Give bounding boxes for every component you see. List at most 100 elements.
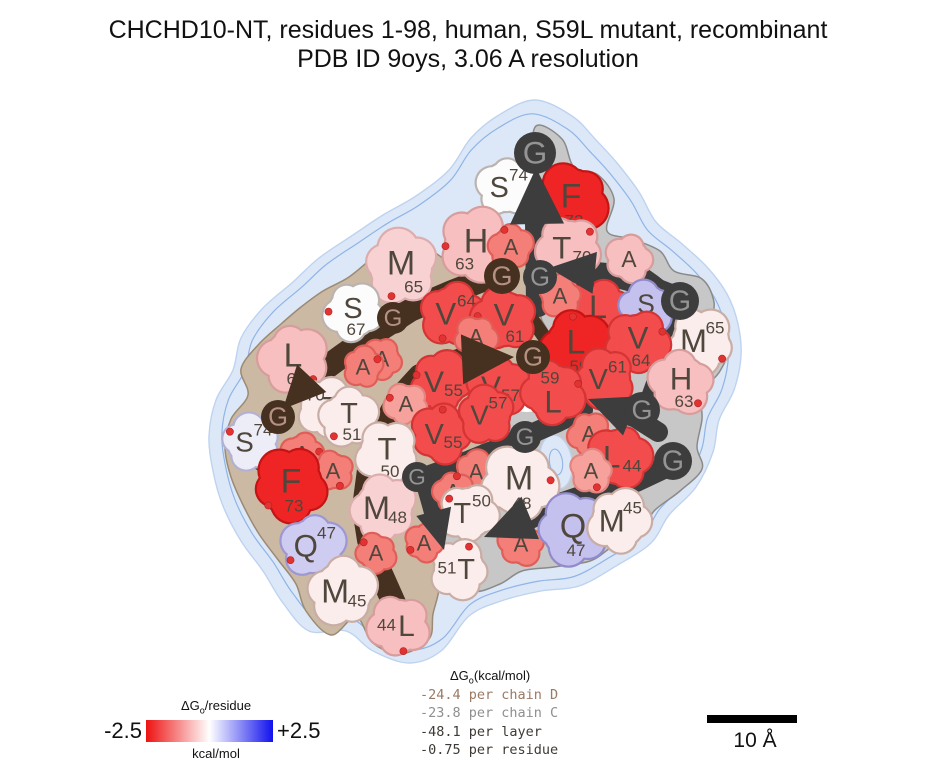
svg-text:L: L <box>398 610 415 643</box>
chain-c-arrowhead <box>484 496 539 540</box>
residue-S74: S 74 <box>221 411 279 472</box>
glycine-node-chain-c: G <box>514 132 556 174</box>
residue-A: A <box>604 233 655 285</box>
glycine-node-chain-c: G <box>509 421 541 453</box>
svg-text:73: 73 <box>285 497 304 516</box>
attachment-dot <box>658 327 667 336</box>
energy-legend-item: -48.1 per layer <box>420 723 542 740</box>
residue-M65: M65 <box>365 226 438 305</box>
glycine-node-chain-d: G <box>516 340 550 374</box>
residue-M45: M45 <box>306 554 380 627</box>
colorbar-max-label: +2.5 <box>277 718 321 743</box>
page-title: CHCHD10-NT, residues 1-98, human, S59L m… <box>108 16 828 44</box>
svg-text:A: A <box>417 530 432 555</box>
svg-text:G: G <box>268 404 288 432</box>
chain-d-arrowhead <box>460 334 514 385</box>
svg-text:L: L <box>544 385 561 420</box>
attachment-dot <box>445 494 454 503</box>
svg-text:63: 63 <box>675 392 694 411</box>
svg-text:45: 45 <box>348 591 367 610</box>
svg-text:S: S <box>490 172 509 204</box>
svg-text:T: T <box>552 231 571 266</box>
chain-c-arrowhead <box>510 168 565 225</box>
residue-A: A <box>343 344 385 388</box>
residue-L69: L69 <box>255 324 328 394</box>
glycine-node-chain-c: G <box>523 260 557 294</box>
residue-M45: M45 <box>586 486 654 555</box>
svg-text:44: 44 <box>377 616 396 635</box>
attachment-dot <box>264 501 273 510</box>
residue-F73: F73 <box>254 447 329 525</box>
svg-text:G: G <box>530 264 550 292</box>
svg-text:A: A <box>369 540 384 565</box>
attachment-dot <box>406 546 415 554</box>
residue-S67: S67 <box>321 282 385 344</box>
svg-text:67: 67 <box>347 320 366 339</box>
residue-A: A <box>404 522 445 564</box>
attachment-dot <box>500 225 509 234</box>
chain-d-arrowhead <box>283 364 327 409</box>
attachment-dot <box>286 556 295 564</box>
attachment-dot <box>329 432 338 441</box>
svg-text:51: 51 <box>343 425 362 444</box>
svg-text:T: T <box>453 498 471 530</box>
glycine-node-chain-c: G <box>654 442 692 480</box>
svg-text:55: 55 <box>444 433 463 452</box>
energy-legend-item: -0.75 per residue <box>420 742 559 759</box>
energy-legend-item: -23.8 per chain C <box>420 705 559 722</box>
svg-text:G: G <box>384 305 403 332</box>
svg-text:51: 51 <box>438 558 457 577</box>
residue-V55: V 55 <box>410 402 473 466</box>
attachment-dot <box>593 483 601 492</box>
title-block: CHCHD10-NT, residues 1-98, human, S59L m… <box>0 16 936 74</box>
page-subtitle: PDB ID 9oys, 3.06 A resolution <box>297 45 639 73</box>
attachment-dot <box>574 379 583 388</box>
colorbar-gradient <box>146 720 273 742</box>
attachment-dot <box>373 355 382 364</box>
attachment-dot <box>438 334 447 343</box>
svg-text:61: 61 <box>608 357 627 376</box>
attachment-dot <box>225 427 234 436</box>
colorbar-unit: kcal/mol <box>192 746 240 761</box>
svg-text:T: T <box>377 432 396 467</box>
colorbar-title: ΔGo/residue <box>180 698 252 716</box>
svg-text:M: M <box>363 490 390 526</box>
svg-text:F: F <box>561 178 582 216</box>
energy-legend-header: ΔGo(kcal/mol) <box>450 668 531 686</box>
svg-text:63: 63 <box>455 255 474 274</box>
svg-text:48: 48 <box>388 508 407 527</box>
svg-text:T: T <box>340 398 358 430</box>
residue-A: A <box>569 447 613 494</box>
attachment-dot <box>359 538 368 547</box>
attachment-dot <box>399 647 408 655</box>
svg-text:57: 57 <box>488 394 507 413</box>
residue-T50: T50 <box>354 421 418 489</box>
svg-text:V: V <box>470 399 489 430</box>
svg-text:M: M <box>599 504 625 539</box>
residue-L59: L59 <box>519 358 587 427</box>
svg-text:V: V <box>628 321 649 356</box>
svg-text:S: S <box>343 293 362 325</box>
svg-text:55: 55 <box>444 381 463 400</box>
svg-text:M: M <box>505 460 533 498</box>
svg-text:S: S <box>235 426 253 457</box>
svg-text:V: V <box>435 297 456 332</box>
glycine-node-chain-d: G <box>261 400 295 434</box>
residue-T51: T51 <box>317 385 381 448</box>
attachment-dot <box>694 399 702 408</box>
svg-text:V: V <box>424 366 444 399</box>
svg-text:A: A <box>584 458 599 483</box>
svg-text:H: H <box>464 223 489 261</box>
svg-text:V: V <box>494 298 515 333</box>
residue-M48: M48 <box>348 473 417 545</box>
svg-text:65: 65 <box>706 318 725 337</box>
attachment-dot <box>718 354 726 363</box>
svg-text:65: 65 <box>404 278 423 297</box>
svg-text:A: A <box>469 459 484 484</box>
svg-text:50: 50 <box>472 491 491 510</box>
svg-text:47: 47 <box>567 541 586 560</box>
glycine-node-chain-c: G <box>661 282 699 320</box>
svg-text:44: 44 <box>623 457 642 476</box>
